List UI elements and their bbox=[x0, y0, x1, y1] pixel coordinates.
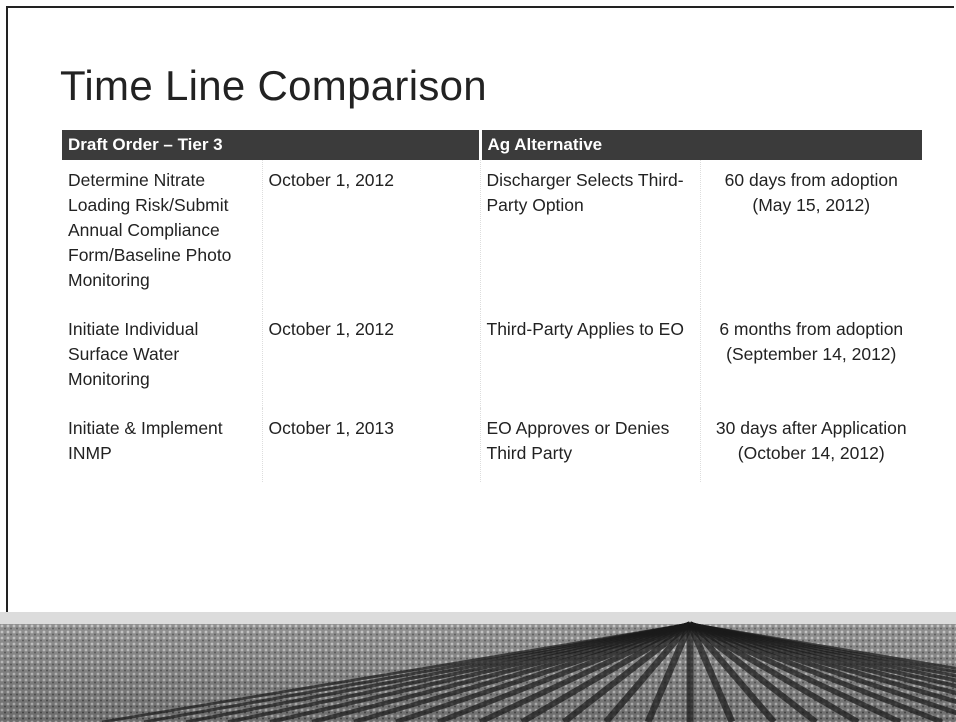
slide-title: Time Line Comparison bbox=[60, 62, 487, 110]
table-cell: October 1, 2012 bbox=[262, 309, 480, 408]
table-row: Initiate Individual Surface Water Monito… bbox=[62, 309, 922, 408]
header-cell: Ag Alternative bbox=[480, 130, 922, 160]
table-cell: Discharger Selects Third-Party Option bbox=[480, 160, 700, 309]
header-row: Draft Order – Tier 3 Ag Alternative bbox=[62, 130, 922, 160]
header-cell: Draft Order – Tier 3 bbox=[62, 130, 480, 160]
table-cell: EO Approves or Denies Third Party bbox=[480, 408, 700, 482]
table-cell: Third-Party Applies to EO bbox=[480, 309, 700, 408]
table-cell: 6 months from adoption (September 14, 20… bbox=[700, 309, 922, 408]
timeline-table: Draft Order – Tier 3 Ag Alternative Dete… bbox=[62, 130, 922, 482]
table-cell: Initiate Individual Surface Water Monito… bbox=[62, 309, 262, 408]
table-cell: Determine Nitrate Loading Risk/Submit An… bbox=[62, 160, 262, 309]
table-cell: Initiate & Implement INMP bbox=[62, 408, 262, 482]
table-cell: October 1, 2013 bbox=[262, 408, 480, 482]
table-cell: 60 days from adoption (May 15, 2012) bbox=[700, 160, 922, 309]
table-row: Determine Nitrate Loading Risk/Submit An… bbox=[62, 160, 922, 309]
table-cell: 30 days after Application (October 14, 2… bbox=[700, 408, 922, 482]
table-cell: October 1, 2012 bbox=[262, 160, 480, 309]
field-photo bbox=[0, 612, 956, 722]
table-body: Determine Nitrate Loading Risk/Submit An… bbox=[62, 160, 922, 482]
page: Time Line Comparison Draft Order – Tier … bbox=[0, 0, 956, 722]
